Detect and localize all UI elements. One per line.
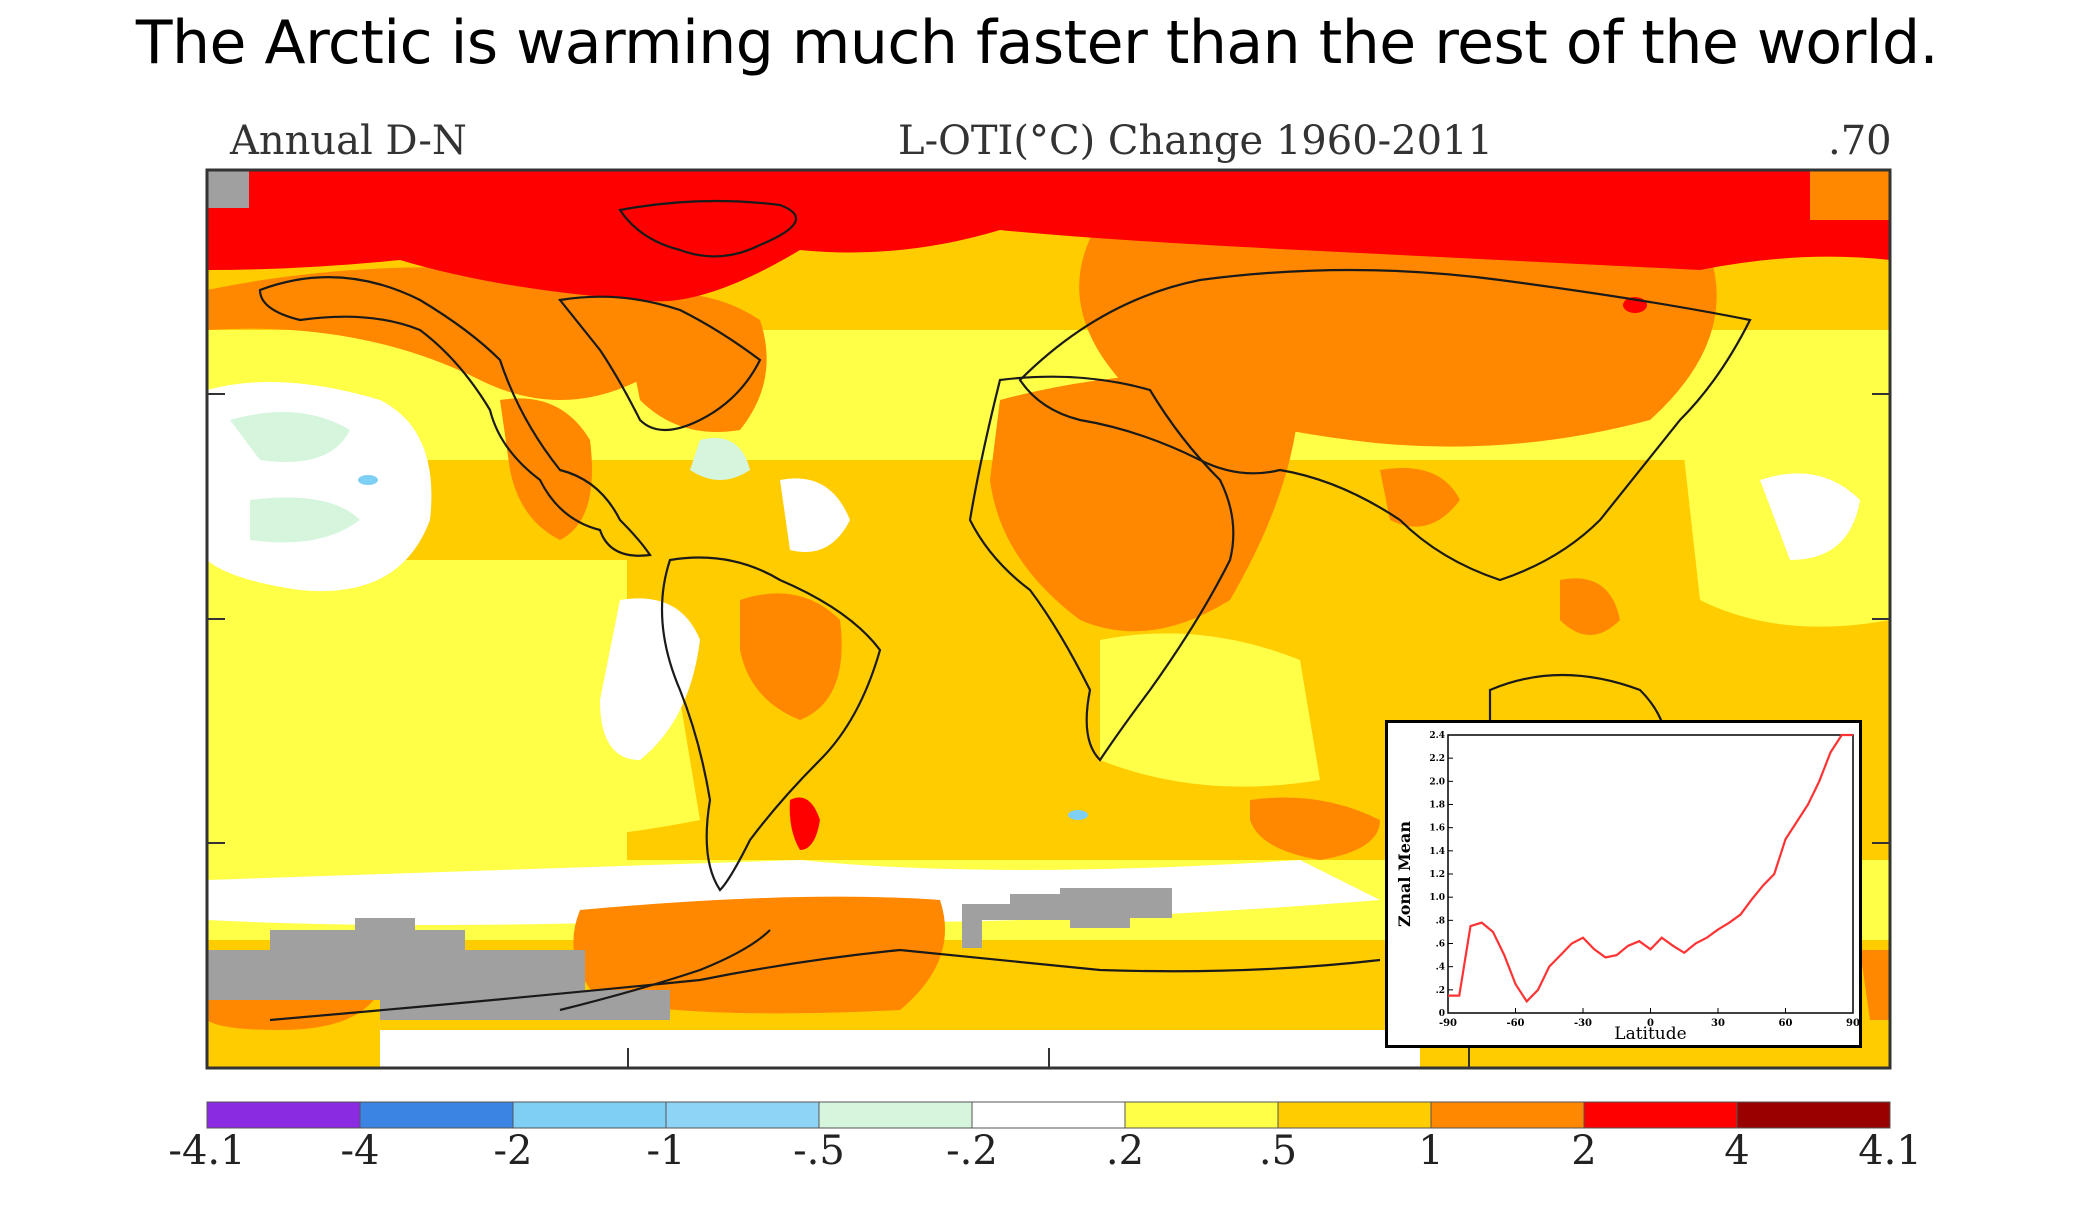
inset-ylabel: Zonal Mean <box>1395 821 1414 927</box>
inset-xtick-label: -60 <box>1506 1018 1524 1029</box>
legend-swatch <box>818 1101 973 1129</box>
legend-tick-label: 4.1 <box>1858 1128 1922 1174</box>
inset-ytick-label: 0 <box>1439 1009 1445 1019</box>
legend-swatch <box>1124 1101 1279 1129</box>
legend-tick-label: .5 <box>1258 1128 1298 1174</box>
inset-ytick-label: .8 <box>1436 916 1445 926</box>
inset-ytick-label: 2.2 <box>1429 754 1445 764</box>
inset-xtick-label: 30 <box>1711 1018 1725 1029</box>
legend-swatch <box>665 1101 820 1129</box>
legend-tick-label: .2 <box>1105 1128 1145 1174</box>
legend-tick-label: -.2 <box>946 1128 998 1174</box>
zonal-mean-line <box>1448 733 1853 1004</box>
legend-swatch <box>359 1101 514 1129</box>
legend-tick-label: 4 <box>1724 1128 1750 1174</box>
legend-swatch <box>206 1101 361 1129</box>
legend-tick-label: 2 <box>1571 1128 1597 1174</box>
inset-ytick-label: .4 <box>1436 963 1445 973</box>
legend-swatch <box>1430 1101 1585 1129</box>
legend-swatch <box>1277 1101 1432 1129</box>
inset-ytick-label: 1.4 <box>1429 847 1445 857</box>
inset-ytick-label: 1.6 <box>1429 824 1445 834</box>
inset-xtick-label: -90 <box>1439 1018 1457 1029</box>
legend-swatch <box>512 1101 667 1129</box>
legend-tick-label: -1 <box>646 1128 686 1174</box>
inset-xtick-label: 60 <box>1779 1018 1793 1029</box>
inset-xtick-label: 90 <box>1846 1018 1859 1029</box>
headline: The Arctic is warming much faster than t… <box>135 8 1939 78</box>
continent-outlines <box>258 199 1752 1022</box>
legend-swatch <box>1583 1101 1738 1129</box>
inset-ytick-label: 2.0 <box>1429 777 1445 787</box>
inset-ytick-label: .6 <box>1436 940 1445 950</box>
map-header-right: .70 <box>1828 118 1892 164</box>
inset-ytick-label: .2 <box>1436 986 1445 996</box>
map-header-left: Annual D-N <box>230 118 467 164</box>
inset-ytick-label: 1.8 <box>1429 801 1445 811</box>
map-header-center: L-OTI(°C) Change 1960-2011 <box>898 118 1493 164</box>
zonal-mean-inset: 2.4 2.2 2.0 1.8 1.6 1.4 1.2 1.0.8.6.4.2 0 -90 -60-… <box>1385 720 1862 1048</box>
legend-colorbar <box>206 1101 1891 1129</box>
zonal-mean-chart: 2.42.22.01.81.61.41.21.0.8.6.4.20-90 -60-… <box>1395 731 1860 1044</box>
legend-swatch <box>971 1101 1126 1129</box>
inset-xtick-label: 0 <box>1647 1018 1654 1029</box>
inset-ytick-label: 1.0 <box>1429 893 1445 903</box>
inset-ytick-label: 2.4 <box>1429 731 1445 741</box>
legend-tick-label: -.5 <box>793 1128 845 1174</box>
legend-tick-label: -4 <box>340 1128 380 1174</box>
inset-ytick-label: 1.2 <box>1429 870 1445 880</box>
inset-xtick-label: -30 <box>1574 1018 1592 1029</box>
legend-tick-label: -2 <box>493 1128 533 1174</box>
legend-swatch <box>1736 1101 1891 1129</box>
legend-tick-label: -4.1 <box>168 1128 246 1174</box>
legend-tick-label: 1 <box>1418 1128 1444 1174</box>
inset-xlabel: Latitude <box>1614 1024 1686 1044</box>
